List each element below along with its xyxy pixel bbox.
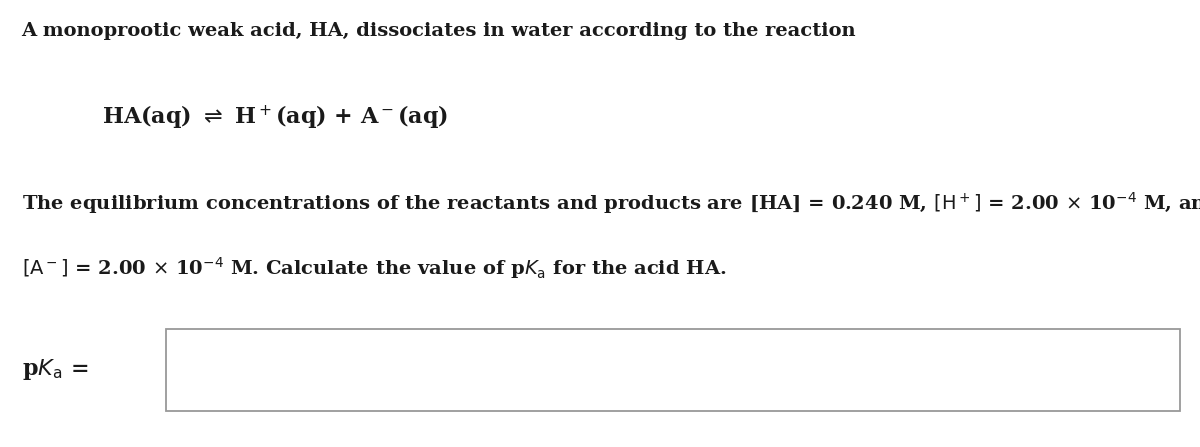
- Text: The equilibrium concentrations of the reactants and products are [HA] = 0.240 M,: The equilibrium concentrations of the re…: [22, 190, 1200, 216]
- Text: HA(aq) $\rightleftharpoons$ H$^+$(aq) + A$^-$(aq): HA(aq) $\rightleftharpoons$ H$^+$(aq) + …: [102, 103, 449, 131]
- Bar: [166, 329, 1180, 411]
- Text: p$K_\mathrm{a}$ =: p$K_\mathrm{a}$ =: [22, 358, 88, 382]
- Text: $\left[\mathrm{A}^-\right]$ = 2.00 $\times$ 10$^{-4}$ M. Calculate the value of : $\left[\mathrm{A}^-\right]$ = 2.00 $\tim…: [22, 255, 726, 281]
- Text: A monoprootic weak acid, HA, dissociates in water according to the reaction: A monoprootic weak acid, HA, dissociates…: [22, 22, 857, 40]
